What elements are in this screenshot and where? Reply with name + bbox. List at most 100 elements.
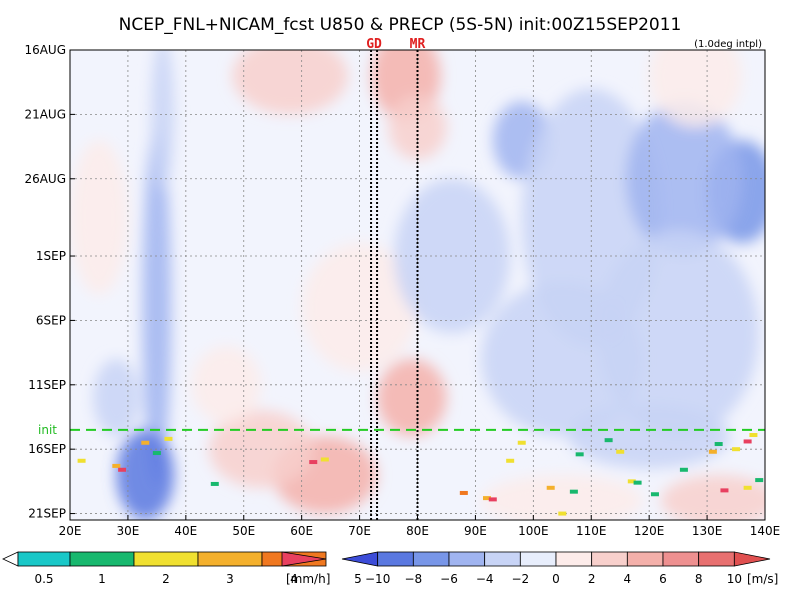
y-tick-label-4: 6SEP (36, 313, 66, 327)
wind-cb-unit: [m/s] (747, 572, 778, 586)
anomaly-blob-21 (649, 50, 742, 128)
precip-cell-23 (732, 447, 741, 452)
precip-cell-10 (506, 458, 515, 463)
x-tick-label-8: 100E (518, 524, 549, 538)
anomaly-blob-22 (481, 474, 644, 520)
precip-cell-1 (164, 436, 173, 441)
init-label: init (38, 423, 57, 437)
x-tick-label-1: 30E (116, 524, 139, 538)
anomaly-blob-7 (376, 359, 447, 437)
wind-cb-high (733, 551, 771, 567)
wind-cb-label-7: 4 (624, 572, 632, 586)
wind-cb-label-3: −4 (476, 572, 494, 586)
wind-cb-box-5 (519, 551, 557, 567)
precip-cell-11 (546, 485, 555, 490)
x-tick-label-2: 40E (174, 524, 197, 538)
x-tick-label-10: 120E (634, 524, 665, 538)
precip-cb-label-2: 2 (162, 572, 170, 586)
precip-cell-8 (320, 457, 329, 462)
x-tick-label-5: 70E (348, 524, 371, 538)
precip-cb-box-1 (69, 551, 135, 567)
y-axis: 16AUG 21AUG 26AUG 1SEP 6SEP 11SEP 16SEP 21SEP (24, 43, 75, 521)
marker-mr: MR (410, 37, 425, 520)
wind-cb-box-9 (662, 551, 700, 567)
y-tick-label-2: 26AUG (24, 172, 66, 186)
wind-cb-box-8 (626, 551, 664, 567)
init-marker: init (38, 423, 765, 437)
precip-cb-label-4: 4 (290, 572, 298, 586)
x-tick-label-3: 50E (232, 524, 255, 538)
precip-cell-30 (459, 490, 468, 495)
wind-cb-label-9: 8 (695, 572, 703, 586)
precip-cell-12 (569, 489, 578, 494)
precip-cell-25 (749, 433, 758, 438)
wind-cb-box-6 (555, 551, 593, 567)
wind-cb-label-0: −10 (365, 572, 390, 586)
anomaly-blob-14 (394, 178, 511, 334)
wind-cb-label-8: 6 (659, 572, 667, 586)
wind-cb-label-6: 2 (588, 572, 596, 586)
wind-colorbar: −10 −8 −6 −4 −2 0 2 4 6 8 10 [m/s] (341, 551, 778, 586)
wind-cb-box-1 (377, 551, 414, 567)
precip-cb-label-1: 1 (98, 572, 106, 586)
x-tick-label-11: 130E (692, 524, 723, 538)
wind-cb-label-4: −2 (511, 572, 529, 586)
anomaly-blob-12 (301, 243, 418, 372)
plot-area (70, 50, 765, 520)
anomaly-blob-2 (151, 50, 175, 192)
location-markers: GD MR (366, 37, 425, 520)
wind-anomaly-layer (70, 50, 765, 520)
wind-cb-box-4 (484, 551, 521, 567)
precip-cell-13 (558, 511, 567, 516)
chart-title: NCEP_FNL+NICAM_fcst U850 & PRECP (5S-5N)… (119, 15, 682, 35)
precip-cell-3 (112, 463, 121, 468)
anomaly-blob-19 (597, 230, 760, 437)
anomaly-blob-0 (142, 127, 172, 488)
wind-cb-box-7 (591, 551, 628, 567)
precip-cell-19 (633, 480, 642, 485)
x-axis: 20E 30E 40E 50E 60E 70E 80E 90E 100E 110E 120E 130E… (59, 515, 781, 538)
precip-cell-17 (616, 449, 625, 454)
precip-cb-label-3: 3 (226, 572, 234, 586)
anomaly-blob-6 (232, 50, 348, 115)
precip-cell-16 (604, 438, 613, 443)
anomaly-blob-23 (660, 474, 765, 520)
precip-cell-29 (650, 492, 659, 497)
y-tick-label-7: 21SEP (28, 507, 66, 521)
precip-cell-18 (627, 479, 636, 484)
precip-cell-4 (118, 467, 127, 472)
precip-cell-2 (152, 451, 161, 456)
wind-cb-box-3 (448, 551, 486, 567)
precip-cell-6 (210, 481, 219, 486)
wind-cb-box-10 (698, 551, 735, 567)
precip-cell-26 (720, 488, 729, 493)
x-tick-label-12: 140E (750, 524, 781, 538)
grid-lines (70, 50, 765, 520)
precip-cb-label-0: 0.5 (34, 572, 53, 586)
wind-cb-label-2: −6 (440, 572, 458, 586)
x-tick-label-4: 60E (290, 524, 313, 538)
wind-cb-label-10: 10 (727, 572, 742, 586)
marker-label-gd: GD (366, 37, 382, 52)
y-tick-label-0: 16AUG (24, 43, 66, 57)
x-tick-label-0: 20E (59, 524, 82, 538)
precip-cell-28 (755, 478, 764, 483)
precip-cb-box-2 (133, 551, 199, 567)
precip-colorbar: 0.5 1 2 3 4 5 [mm/h] (2, 551, 362, 586)
precip-cell-5 (77, 458, 86, 463)
wind-cb-low (341, 551, 379, 567)
anomaly-blob-3 (93, 359, 140, 437)
precip-cb-high (281, 551, 327, 567)
precip-cell-24 (743, 439, 752, 444)
anomaly-blob-10 (70, 140, 128, 295)
precip-cb-box-0 (17, 551, 71, 567)
precip-cb-unit: [mm/h] (286, 572, 330, 586)
precip-cell-15 (488, 497, 497, 502)
precip-cb-box-3 (197, 551, 263, 567)
y-tick-label-6: 16SEP (28, 442, 66, 456)
precip-cell-27 (743, 485, 752, 490)
precip-cell-7 (309, 460, 318, 465)
marker-gd: GD (366, 37, 382, 520)
y-tick-label-1: 21AUG (24, 107, 66, 121)
